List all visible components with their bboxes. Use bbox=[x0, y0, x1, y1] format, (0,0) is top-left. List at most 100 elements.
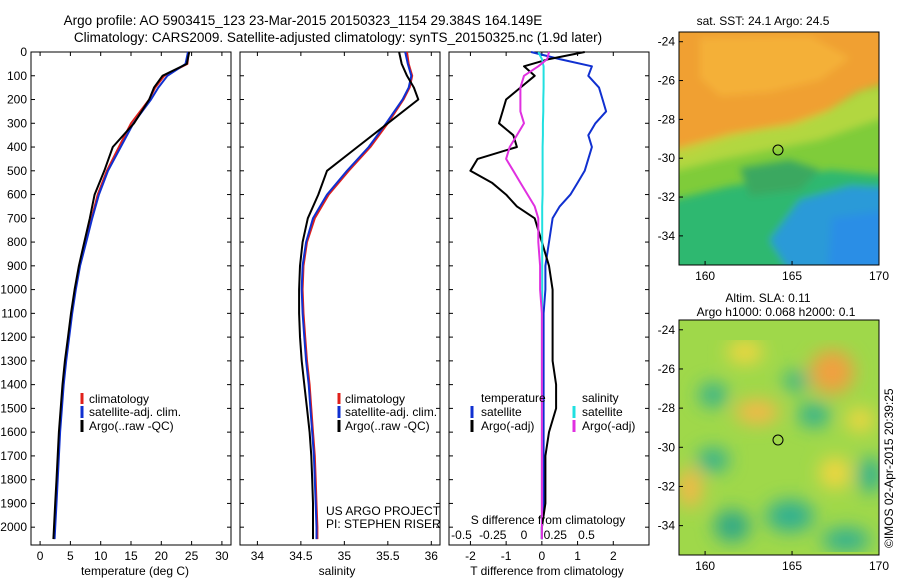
series-line bbox=[505, 51, 550, 540]
map-y-tick-label: -24 bbox=[658, 35, 676, 49]
map-x-tick-label: 165 bbox=[782, 269, 802, 283]
map-x-tick-label: 160 bbox=[695, 269, 715, 283]
sst-map: sat. SST: 24.1 Argo: 24.5 160 165 170 -24 -2… bbox=[658, 14, 890, 283]
x-tick-label: 20 bbox=[155, 549, 169, 563]
difference-xlabel: T difference from climatology bbox=[470, 564, 624, 578]
x-tick-label-s: 0.25 bbox=[544, 528, 568, 542]
temperature-plot: 0 5 10 15 20 25 30 bbox=[31, 51, 231, 563]
depth-axis: 0 100 200 300 400 500 600 700 800 900 1000 1100 1200… bbox=[0, 45, 27, 534]
sla-map-subtitle: Argo h1000: 0.068 h2000: 0.1 bbox=[697, 305, 856, 319]
header-title: Argo profile: AO 5903415_123 23-Mar-2015… bbox=[64, 13, 543, 28]
depth-tick-label: 1100 bbox=[1, 306, 27, 320]
argo-float-marker bbox=[772, 434, 784, 446]
x-tick-label: 34 bbox=[251, 549, 265, 563]
legend-label: satellite bbox=[481, 405, 522, 419]
sst-green-band bbox=[740, 160, 820, 196]
map-y-tick-label: -28 bbox=[658, 112, 676, 126]
x-tick-label: 0 bbox=[37, 549, 44, 563]
x-tick-label-s: -0.5 bbox=[451, 528, 472, 542]
imos-watermark: ©IMOS 02-Apr-2015 20:39:25 bbox=[882, 388, 896, 548]
x-tick-label: 36 bbox=[425, 549, 439, 563]
sla-high bbox=[727, 340, 763, 364]
sla-low bbox=[766, 500, 814, 532]
map-y-tick-label: -34 bbox=[658, 229, 676, 243]
sla-low bbox=[784, 371, 808, 391]
x-tick-label: 2 bbox=[610, 549, 617, 563]
series-line bbox=[301, 51, 414, 540]
depth-tick-label: 1700 bbox=[0, 449, 27, 463]
series-line bbox=[298, 51, 420, 540]
depth-tick-label: 2000 bbox=[0, 520, 27, 534]
depth-tick-label: 1500 bbox=[0, 401, 27, 415]
sla-low bbox=[858, 457, 879, 493]
sla-low bbox=[714, 510, 750, 542]
sla-high bbox=[819, 457, 851, 489]
x-tick-label: 35 bbox=[338, 549, 352, 563]
depth-tick-label: 1000 bbox=[0, 283, 27, 297]
map-y-tick-label: -34 bbox=[658, 519, 676, 533]
header-subtitle: Climatology: CARS2009. Satellite-adjuste… bbox=[74, 30, 602, 45]
map-y-tick-label: -26 bbox=[658, 362, 676, 376]
legend-title-salinity: salinity bbox=[582, 391, 619, 405]
depth-tick-label: 300 bbox=[7, 116, 27, 130]
x-tick-label: 35.5 bbox=[376, 549, 400, 563]
x-tick-label: 1 bbox=[574, 549, 581, 563]
x-tick-label: 34.5 bbox=[289, 549, 313, 563]
salinity-xlabel: salinity bbox=[319, 564, 356, 578]
map-x-tick-label: 170 bbox=[869, 559, 889, 573]
series-line bbox=[52, 51, 191, 540]
depth-tick-label: 200 bbox=[7, 93, 27, 107]
depth-tick-label: 0 bbox=[20, 45, 27, 59]
difference-legend: temperature salinity satellite Argo(-adj… bbox=[470, 391, 635, 433]
map-y-tick-label: -32 bbox=[658, 479, 676, 493]
depth-tick-label: 100 bbox=[7, 69, 27, 83]
legend-label: Argo(-adj) bbox=[481, 419, 534, 433]
map-y-tick-label: -30 bbox=[658, 151, 676, 165]
legend-label: climatology bbox=[89, 392, 149, 406]
legend-label: satellite bbox=[582, 405, 623, 419]
salinity-panel bbox=[239, 51, 441, 546]
sla-low bbox=[699, 383, 727, 407]
series-line bbox=[469, 51, 585, 540]
legend-label: satellite-adj. clim. bbox=[89, 405, 181, 419]
salinity-legend: climatology satellite-adj. clim. Argo(..… bbox=[337, 392, 437, 433]
sst-cold-core bbox=[828, 211, 879, 265]
x-tick-label: 15 bbox=[124, 549, 138, 563]
sla-high bbox=[735, 400, 779, 424]
sla-high bbox=[679, 468, 702, 508]
map-y-tick-label: -28 bbox=[658, 401, 676, 415]
sla-high bbox=[810, 350, 854, 394]
argo-float-marker bbox=[772, 144, 784, 156]
temperature-xlabel: temperature (deg C) bbox=[81, 564, 189, 578]
x-tick-label: -2 bbox=[465, 549, 476, 563]
depth-tick-label: 700 bbox=[7, 211, 27, 225]
x-tick-label: 25 bbox=[185, 549, 199, 563]
depth-tick-label: 500 bbox=[7, 164, 27, 178]
legend-label: Argo(..raw -QC) bbox=[89, 419, 174, 433]
sla-low bbox=[822, 528, 870, 552]
map-y-tick-label: -30 bbox=[658, 440, 676, 454]
x-tick-label: 5 bbox=[67, 549, 74, 563]
map-y-tick-label: -32 bbox=[658, 190, 676, 204]
x-tick-label: 10 bbox=[94, 549, 108, 563]
sst-transition bbox=[679, 88, 879, 171]
depth-tick-label: 400 bbox=[7, 140, 27, 154]
sst-warm-core bbox=[700, 36, 850, 96]
x-tick-label: -1 bbox=[501, 549, 512, 563]
legend-label: climatology bbox=[345, 392, 405, 406]
difference-plot: -2 -1 0 1 2 -0.5 -0.25 0 0.25 0.5 bbox=[449, 51, 649, 563]
x-tick-label-s: -0.25 bbox=[479, 528, 507, 542]
sla-map-frame bbox=[678, 319, 880, 556]
x-tick-label: 0 bbox=[539, 549, 546, 563]
sla-low bbox=[798, 403, 830, 427]
depth-tick-label: 1200 bbox=[0, 330, 27, 344]
depth-tick-label: 1600 bbox=[0, 425, 27, 439]
pi-credit: PI: STEPHEN RISER bbox=[326, 517, 441, 531]
x-tick-label: 30 bbox=[215, 549, 229, 563]
depth-tick-label: 1800 bbox=[0, 473, 27, 487]
depth-tick-label: 1400 bbox=[0, 378, 27, 392]
map-y-tick-label: -24 bbox=[658, 323, 676, 337]
x-tick-label-s: 0.5 bbox=[578, 528, 595, 542]
legend-title-temperature: temperature bbox=[481, 391, 546, 405]
